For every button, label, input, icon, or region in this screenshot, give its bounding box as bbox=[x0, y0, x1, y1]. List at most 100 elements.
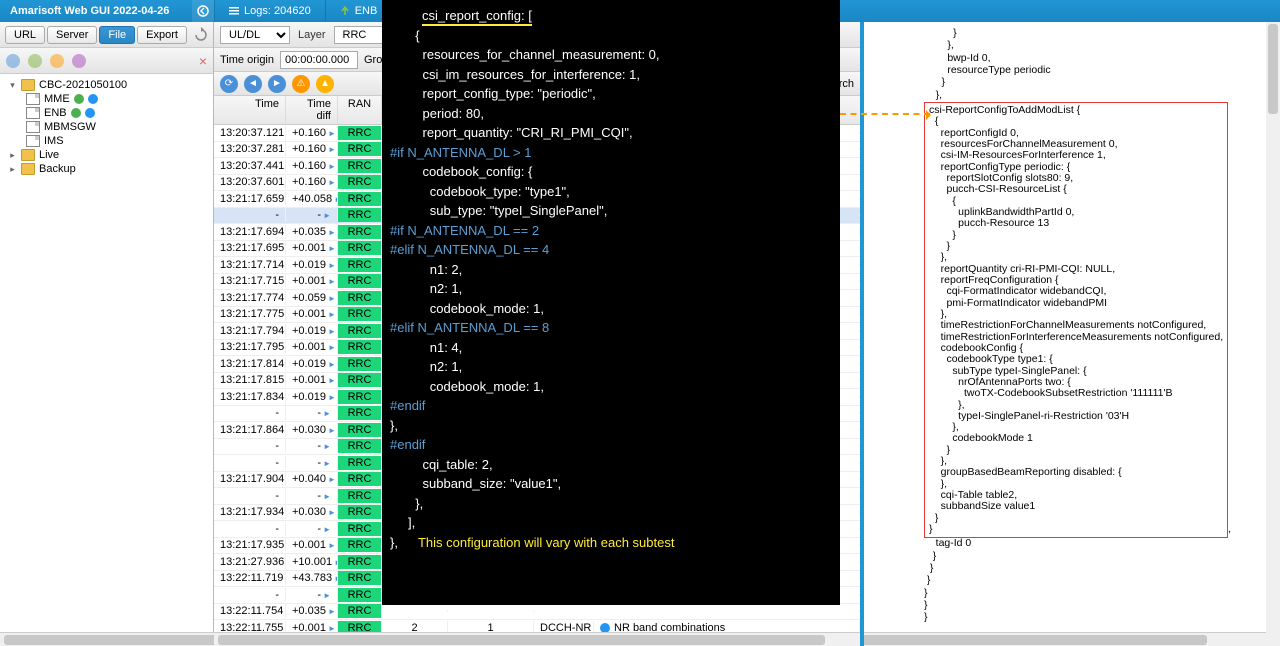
cell-ran: RRC bbox=[338, 373, 382, 387]
cell-diff: +10.001► bbox=[286, 555, 338, 569]
antenna-icon bbox=[340, 6, 350, 16]
expand-icon[interactable]: ▸ bbox=[8, 165, 17, 174]
cell-diff: +0.001► bbox=[286, 307, 338, 321]
cell-msg bbox=[534, 610, 860, 612]
tree-backup[interactable]: ▸ Backup bbox=[0, 162, 213, 176]
cell-diff: +0.019► bbox=[286, 324, 338, 338]
code-line: report_quantity: "CRI_RI_PMI_CQI", bbox=[390, 123, 832, 143]
mini-icon-3[interactable] bbox=[50, 54, 64, 68]
preproc-if: #if N_ANTENNA_DL > 1 bbox=[390, 143, 832, 163]
cell-diff: +43.783► bbox=[286, 571, 338, 585]
preproc-endif: #endif bbox=[390, 435, 832, 455]
close-icon[interactable]: × bbox=[199, 53, 207, 69]
tab-logs[interactable]: Logs: 204620 bbox=[215, 0, 326, 22]
tree-root[interactable]: ▾ CBC-2021050100 bbox=[0, 78, 213, 92]
tree-live[interactable]: ▸ Live bbox=[0, 148, 213, 162]
cell-time: 13:21:27.936 bbox=[214, 555, 286, 569]
folder-icon bbox=[21, 79, 35, 91]
cell-time: 13:22:11.719 bbox=[214, 571, 286, 585]
cell-ran: RRC bbox=[338, 456, 382, 470]
cell-ran: RRC bbox=[338, 126, 382, 140]
code-line: }, bbox=[390, 494, 832, 514]
file-tree: ▾ CBC-2021050100 MME ENB MBMSGW bbox=[0, 74, 213, 646]
log-row[interactable]: 13:22:11.754+0.035►RRC bbox=[214, 604, 860, 621]
refresh-icon[interactable]: ⟳ bbox=[220, 75, 238, 93]
cell-diff: -► bbox=[286, 439, 338, 453]
cell-diff: +0.001► bbox=[286, 340, 338, 354]
cell-diff: +0.160► bbox=[286, 175, 338, 189]
expand-icon[interactable]: ▸ bbox=[8, 151, 17, 160]
mini-icon-1[interactable] bbox=[6, 54, 20, 68]
col-ran[interactable]: RAN bbox=[338, 96, 382, 124]
tree-item-ims[interactable]: IMS bbox=[0, 134, 213, 148]
tree-item-mbmsgw[interactable]: MBMSGW bbox=[0, 120, 213, 134]
tree-root-label: CBC-2021050100 bbox=[39, 79, 127, 91]
export-button[interactable]: Export bbox=[137, 26, 187, 44]
code-overlay: csi_report_config: [ { resources_for_cha… bbox=[382, 0, 840, 605]
cell-ran: RRC bbox=[338, 241, 382, 255]
app-header: Amarisoft Web GUI 2022-04-26 bbox=[0, 0, 214, 22]
cell-ran: RRC bbox=[338, 159, 382, 173]
status-badge-icon bbox=[71, 108, 81, 118]
cell-time: - bbox=[214, 588, 286, 602]
h-scrollbar[interactable] bbox=[214, 632, 860, 646]
code-line: codebook_type: "type1", bbox=[390, 182, 832, 202]
cell-ran: RRC bbox=[338, 208, 382, 222]
cell-time: 13:21:17.774 bbox=[214, 291, 286, 305]
tree-label: ENB bbox=[44, 107, 67, 119]
server-button[interactable]: Server bbox=[47, 26, 97, 44]
left-toolbar: URL Server File Export bbox=[0, 22, 213, 48]
cell-time: 13:20:37.281 bbox=[214, 142, 286, 156]
page-icon bbox=[26, 135, 40, 147]
code-line: sub_type: "typeI_SinglePanel", bbox=[390, 201, 832, 221]
code-note: This configuration will vary with each s… bbox=[418, 533, 675, 553]
layer-label: Layer bbox=[298, 29, 326, 41]
refresh-icon[interactable] bbox=[193, 27, 209, 43]
cell-diff: +0.160► bbox=[286, 159, 338, 173]
tree-item-mme[interactable]: MME bbox=[0, 92, 213, 106]
cell-time: - bbox=[214, 406, 286, 420]
forward-icon[interactable]: ► bbox=[268, 75, 286, 93]
code-underline: csi_report_config: [ bbox=[422, 8, 532, 26]
code-line: codebook_config: { bbox=[390, 162, 832, 182]
col-diff[interactable]: Time diff bbox=[286, 96, 338, 124]
cell-time: 13:21:17.934 bbox=[214, 505, 286, 519]
cell-time: - bbox=[214, 456, 286, 470]
warning-icon[interactable]: ⚠ bbox=[292, 75, 310, 93]
mini-icon-4[interactable] bbox=[72, 54, 86, 68]
file-button[interactable]: File bbox=[99, 26, 135, 44]
col-time[interactable]: Time bbox=[214, 96, 286, 124]
cell-diff: +0.030► bbox=[286, 505, 338, 519]
cell-time: 13:20:37.121 bbox=[214, 126, 286, 140]
alert-icon[interactable]: ▲ bbox=[316, 75, 334, 93]
mini-icon-2[interactable] bbox=[28, 54, 42, 68]
cell-time: 13:21:17.935 bbox=[214, 538, 286, 552]
list-icon bbox=[229, 6, 239, 16]
url-button[interactable]: URL bbox=[5, 26, 45, 44]
cell-diff: +0.001► bbox=[286, 274, 338, 288]
v-scrollbar[interactable] bbox=[1266, 22, 1280, 646]
time-origin-input[interactable] bbox=[280, 51, 358, 69]
app-title: Amarisoft Web GUI 2022-04-26 bbox=[0, 5, 192, 17]
cell-ran: RRC bbox=[338, 406, 382, 420]
right-pre: } }, bwp-Id 0, resourceType periodic } }… bbox=[924, 27, 1051, 101]
cell-time: 13:22:11.754 bbox=[214, 604, 286, 618]
code-line: subband_size: "value1", bbox=[390, 474, 832, 494]
uldl-select[interactable]: UL/DL bbox=[220, 26, 290, 44]
left-icons-row: × bbox=[0, 48, 213, 74]
cell-diff: -► bbox=[286, 489, 338, 503]
play-badge-icon bbox=[88, 94, 98, 104]
preproc-elif: #elif N_ANTENNA_DL == 4 bbox=[390, 240, 832, 260]
cell-ran: RRC bbox=[338, 439, 382, 453]
cell-time: 13:21:17.794 bbox=[214, 324, 286, 338]
cell-ran: RRC bbox=[338, 175, 382, 189]
code-line: n2: 1, bbox=[390, 357, 832, 377]
collapse-icon[interactable]: ▾ bbox=[8, 81, 17, 90]
back-icon[interactable]: ◄ bbox=[244, 75, 262, 93]
cell-ran: RRC bbox=[338, 522, 382, 536]
code-line: period: 80, bbox=[390, 104, 832, 124]
tree-item-enb[interactable]: ENB bbox=[0, 106, 213, 120]
cell-diff: +0.040► bbox=[286, 472, 338, 486]
cell-ran: RRC bbox=[338, 192, 382, 206]
collapse-left-icon[interactable] bbox=[192, 0, 214, 22]
